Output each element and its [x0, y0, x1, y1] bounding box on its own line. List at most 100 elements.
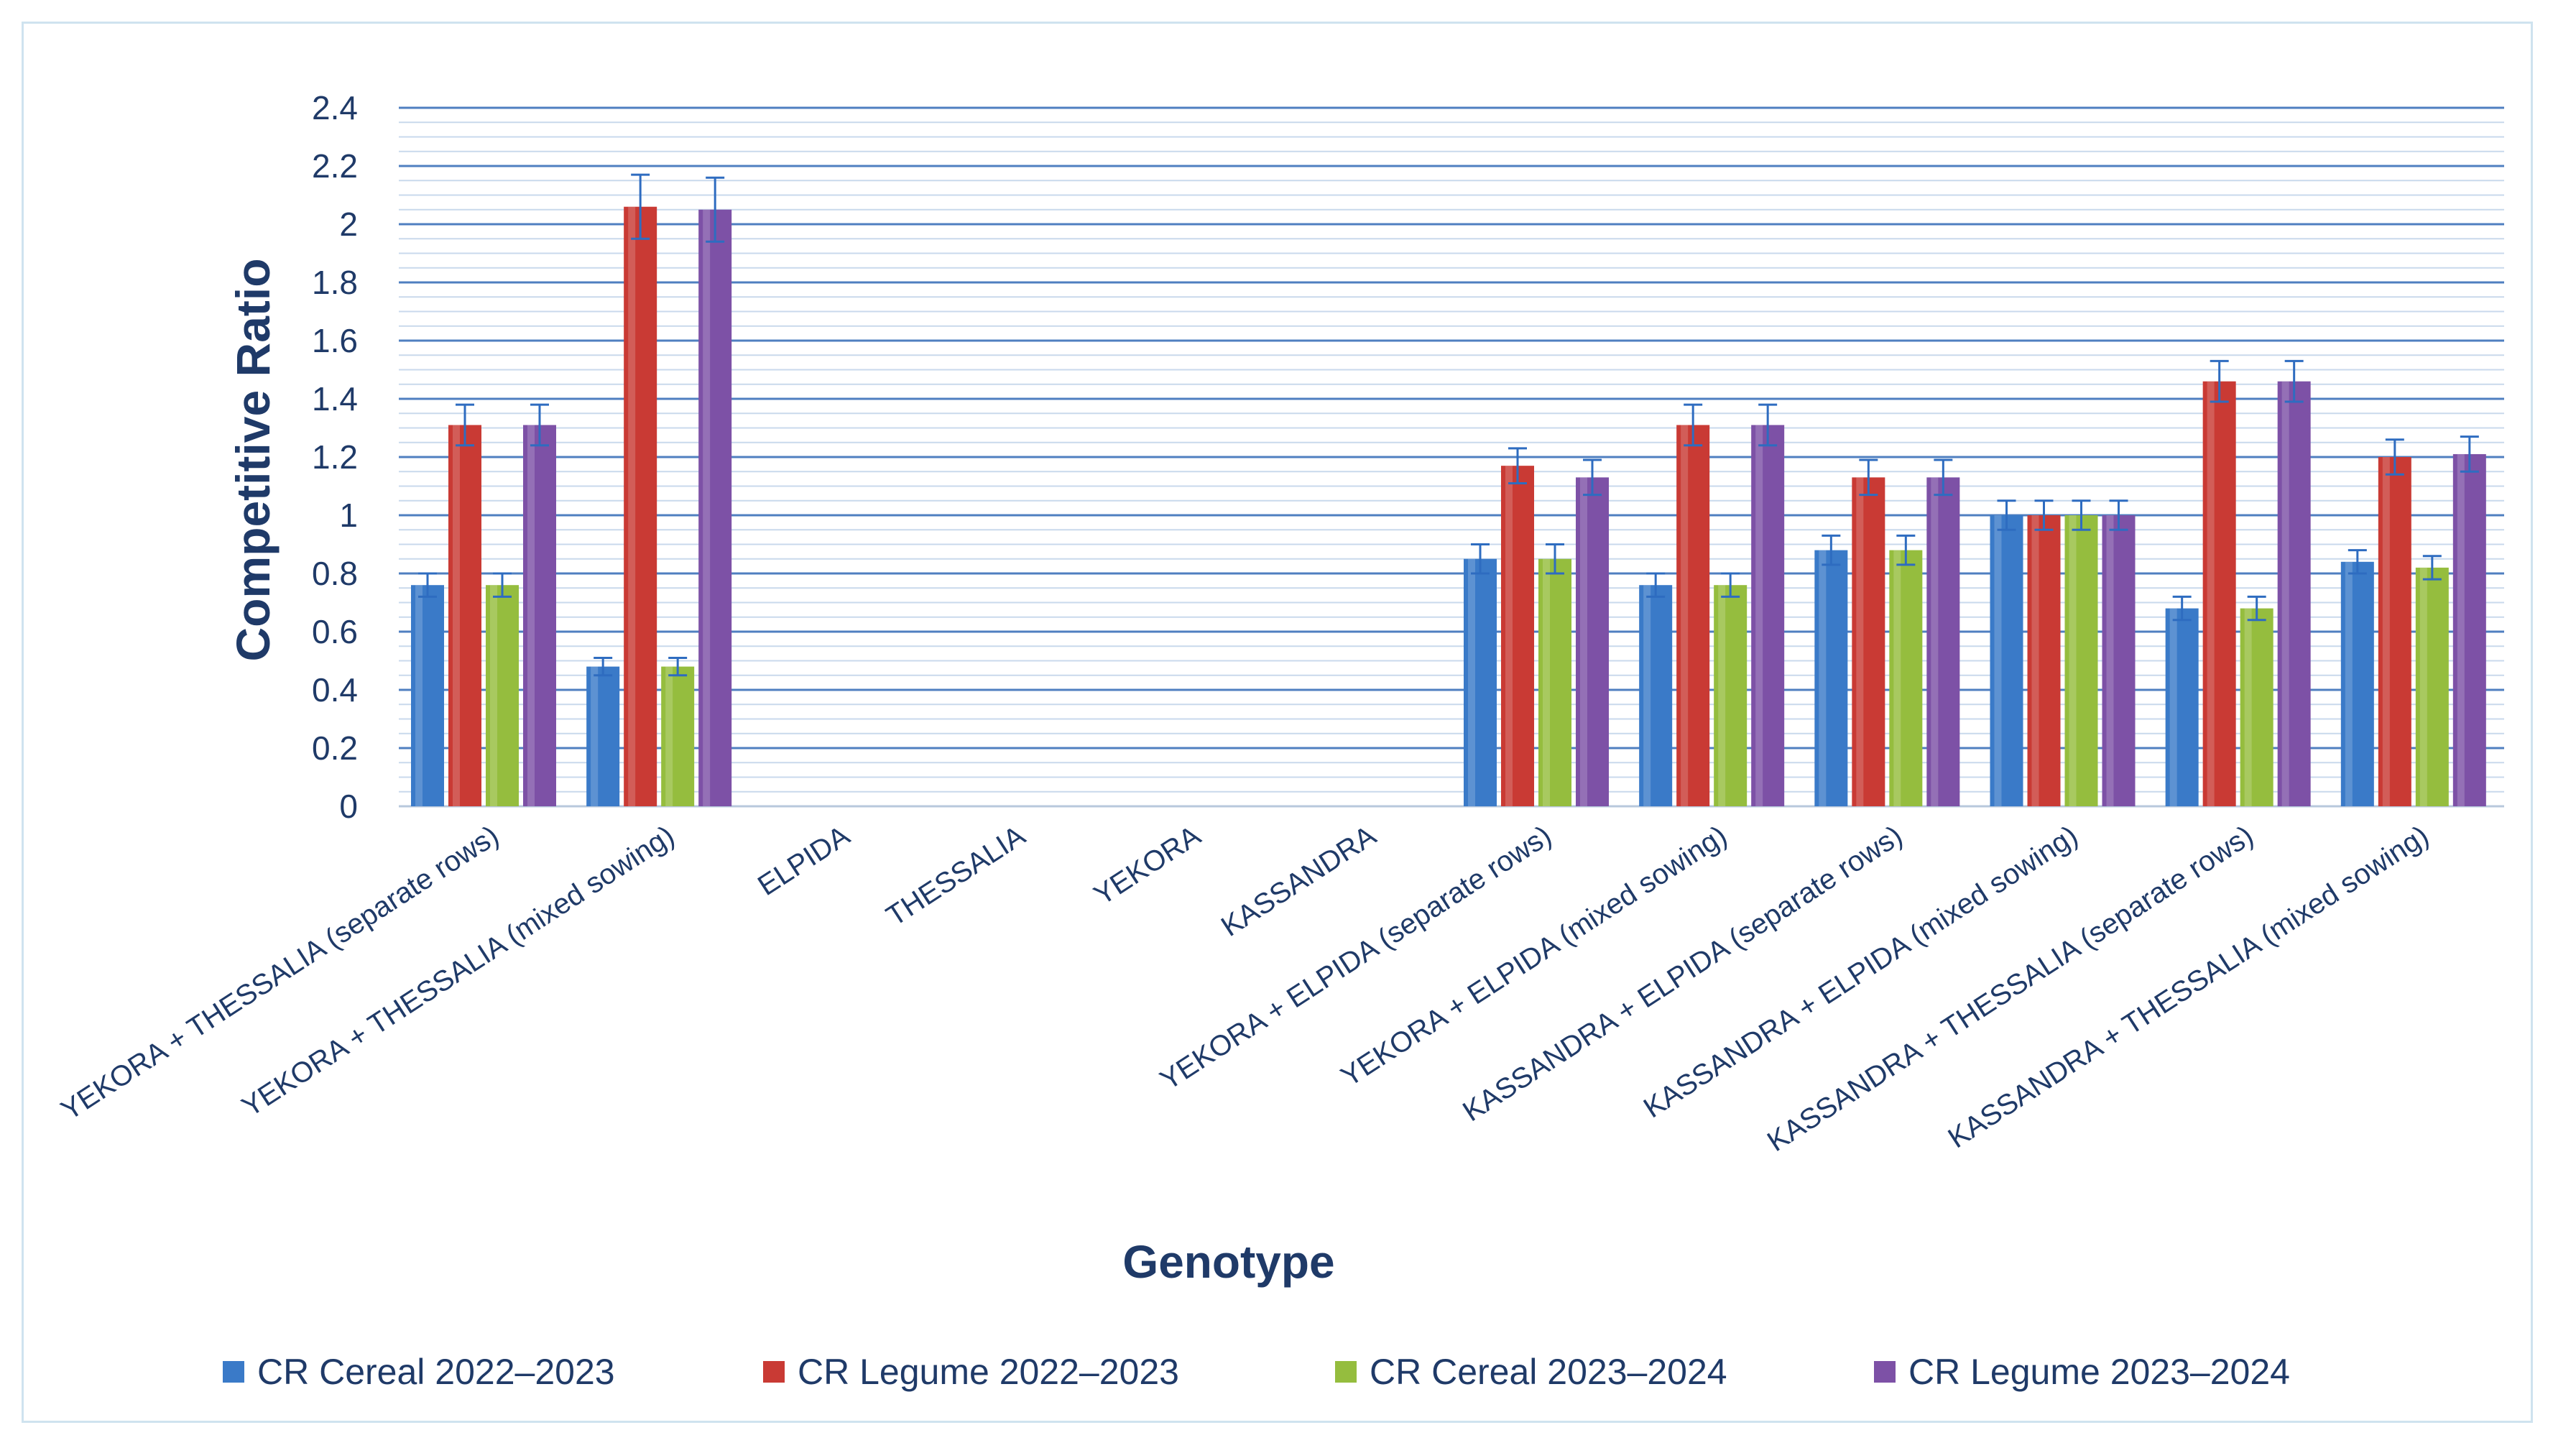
bar-highlight [415, 585, 423, 806]
bar [1926, 477, 1960, 806]
x-category-label: KASSANDRA [1216, 819, 1382, 942]
x-axis-title: Genotype [1122, 1236, 1334, 1288]
bar [2240, 608, 2273, 806]
bar [1464, 558, 1497, 806]
y-tick-label: 2.4 [312, 89, 358, 126]
bar [2165, 608, 2199, 806]
bar-highlight [2457, 453, 2465, 806]
bar-highlight [703, 209, 711, 806]
bar-highlight [1893, 550, 1901, 806]
bar [1751, 425, 1785, 806]
bar [1889, 550, 1923, 806]
legend-swatch [223, 1361, 244, 1383]
bar [624, 206, 657, 806]
y-tick-label: 1.6 [312, 322, 358, 359]
legend-swatch [1335, 1361, 1357, 1383]
major-gridlines [399, 106, 2504, 808]
bar-highlight [1543, 558, 1550, 806]
bar-highlight [2207, 381, 2215, 806]
bar-highlight [665, 666, 673, 806]
y-axis-title: Competitive Ratio [226, 258, 280, 661]
bar-series-group [411, 173, 2486, 806]
bar-highlight [2069, 515, 2077, 806]
bar [1714, 585, 1748, 806]
bar-highlight [1994, 515, 2002, 806]
bar-series [523, 176, 2486, 806]
bar-highlight [1580, 477, 1587, 806]
bar [486, 585, 519, 806]
bar [448, 425, 481, 806]
y-tick-label: 2.2 [312, 147, 358, 185]
x-category-label: YEKORA [1089, 819, 1206, 911]
x-category-label: ELPIDA [752, 819, 856, 902]
bar-highlight [1856, 477, 1864, 806]
bar [1639, 585, 1673, 806]
legend-label: CR Cereal 2023–2024 [1370, 1352, 1727, 1392]
y-tick-label: 1.2 [312, 438, 358, 476]
bar [523, 425, 556, 806]
bar-series [448, 173, 2411, 806]
bar [2452, 453, 2486, 806]
legend-label: CR Cereal 2022–2023 [257, 1352, 615, 1392]
legend-item: CR Cereal 2023–2024 [1335, 1352, 1727, 1392]
y-tick-label: 0.8 [312, 555, 358, 592]
legend-item: CR Cereal 2022–2023 [223, 1352, 615, 1392]
bar [1852, 477, 1885, 806]
bar [1676, 425, 1710, 806]
bar [1990, 515, 2023, 806]
bar [661, 666, 695, 806]
x-axis-category-labels: YEKORA + THESSALIA (separate rows)YEKORA… [55, 819, 2434, 1158]
bar [2202, 381, 2236, 806]
bar-highlight [2106, 515, 2114, 806]
bar-highlight [527, 425, 535, 806]
y-tick-label: 0 [339, 788, 358, 825]
legend-item: CR Legume 2022–2023 [763, 1352, 1179, 1392]
bar [411, 585, 444, 806]
bar-highlight [1468, 558, 1475, 806]
bar-highlight [2382, 457, 2390, 806]
bar-highlight [490, 585, 497, 806]
bar-highlight [591, 666, 599, 806]
bar-highlight [2244, 608, 2252, 806]
bar [1576, 477, 1609, 806]
y-tick-label: 0.2 [312, 729, 358, 767]
bar [2102, 515, 2136, 806]
legend: CR Cereal 2022–2023 CR Legume 2022–2023 CR… [223, 1352, 2290, 1392]
y-axis-ticks: 0 0.2 0.4 0.6 0.8 1 1.2 1.4 1.6 1.8 2 2.2 2.4 [312, 89, 358, 825]
bar-highlight [1643, 585, 1651, 806]
legend-item: CR Legume 2023–2024 [1874, 1352, 2290, 1392]
legend-swatch [1874, 1361, 1896, 1383]
bar [1814, 550, 1848, 806]
bar-highlight [628, 206, 636, 806]
bar [2027, 515, 2061, 806]
bar [1501, 466, 1534, 806]
bar-highlight [2169, 608, 2177, 806]
legend-label: CR Legume 2023–2024 [1908, 1352, 2290, 1392]
bar-highlight [1505, 466, 1513, 806]
bar [2415, 567, 2449, 806]
bar-highlight [1931, 477, 1939, 806]
bar-highlight [453, 425, 460, 806]
bar-highlight [1681, 425, 1689, 806]
bar-highlight [1819, 550, 1827, 806]
bar [2064, 515, 2098, 806]
bar-highlight [2031, 515, 2039, 806]
y-tick-label: 0.4 [312, 671, 358, 709]
bar [2277, 381, 2311, 806]
bar-highlight [2281, 381, 2289, 806]
bar-series [411, 499, 2374, 806]
y-tick-label: 1.8 [312, 264, 358, 301]
legend-label: CR Legume 2022–2023 [798, 1352, 1179, 1392]
bar [1538, 558, 1571, 806]
bar-highlight [1718, 585, 1726, 806]
y-tick-label: 1.4 [312, 380, 358, 418]
y-tick-label: 1 [339, 497, 358, 534]
minor-gridlines [399, 121, 2504, 793]
bar-series [486, 499, 2449, 806]
bar [698, 209, 732, 806]
bar [2378, 457, 2411, 806]
legend-swatch [763, 1361, 785, 1383]
x-category-label: THESSALIA [881, 819, 1031, 932]
bar-highlight [2419, 567, 2427, 806]
